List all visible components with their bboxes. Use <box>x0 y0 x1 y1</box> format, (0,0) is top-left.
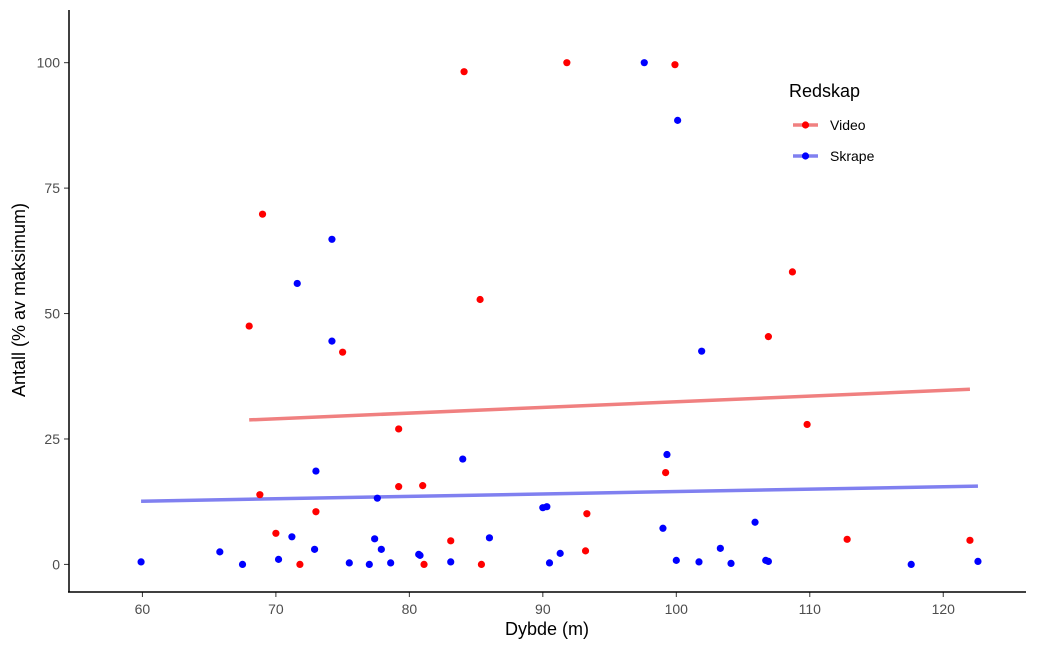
y-tick-label: 75 <box>44 180 60 196</box>
point-video <box>662 468 670 477</box>
point-video <box>272 529 280 537</box>
legend-label-skrape: Skrape <box>830 148 875 164</box>
point-skrape <box>310 545 319 553</box>
point-skrape <box>556 549 564 557</box>
point-skrape <box>377 545 385 553</box>
point-video <box>395 483 403 491</box>
point-skrape <box>716 544 724 552</box>
point-video <box>419 482 427 490</box>
point-video <box>803 420 811 429</box>
point-video <box>395 425 403 433</box>
point-video <box>460 68 468 76</box>
point-video <box>339 348 347 356</box>
point-skrape <box>485 534 494 542</box>
legend-title: Redskap <box>789 81 860 101</box>
point-skrape <box>974 557 982 565</box>
point-skrape <box>543 503 551 511</box>
legend: Redskap Video Skrape <box>789 81 875 164</box>
x-tick-label: 60 <box>135 601 151 617</box>
point-skrape <box>328 337 336 345</box>
point-skrape <box>328 235 336 243</box>
y-tick-label: 0 <box>52 556 60 572</box>
point-skrape <box>727 559 735 568</box>
point-video <box>312 508 320 516</box>
x-tick-label: 70 <box>268 601 284 617</box>
y-tick-label: 25 <box>44 431 60 447</box>
point-video <box>296 560 304 569</box>
point-video <box>671 61 679 69</box>
point-skrape <box>345 559 353 567</box>
point-video <box>563 59 571 67</box>
point-skrape <box>312 467 320 475</box>
point-skrape <box>659 524 667 532</box>
point-video <box>447 537 455 545</box>
y-tick-label: 100 <box>37 55 61 71</box>
trend-line-skrape <box>141 484 978 503</box>
point-skrape <box>365 560 373 569</box>
point-skrape <box>751 518 759 526</box>
point-skrape <box>373 494 381 502</box>
point-skrape <box>672 556 680 564</box>
point-video <box>966 536 974 544</box>
point-skrape <box>459 455 467 463</box>
legend-key-point <box>801 121 810 129</box>
point-skrape <box>274 555 283 563</box>
x-tick-label: 100 <box>665 601 689 617</box>
point-skrape <box>371 535 379 543</box>
y-tick-label: 50 <box>44 306 60 322</box>
trend-line-video <box>249 387 971 422</box>
x-tick-label: 110 <box>799 601 822 617</box>
point-skrape <box>695 558 703 566</box>
x-axis-title: Dybde (m) <box>505 619 589 639</box>
point-skrape <box>137 558 145 566</box>
x-tick-label: 90 <box>535 601 551 617</box>
legend-label-video: Video <box>830 117 866 133</box>
point-video <box>477 560 486 569</box>
x-tick-label: 80 <box>402 601 418 617</box>
point-skrape <box>545 559 554 567</box>
point-video <box>258 210 267 218</box>
point-skrape <box>447 558 455 566</box>
legend-key-point <box>801 152 810 160</box>
point-skrape <box>387 559 395 567</box>
point-skrape <box>640 59 648 67</box>
y-axis-ticks: 0 25 50 75 100 <box>37 55 69 572</box>
point-video <box>764 333 772 341</box>
point-video <box>583 510 591 518</box>
point-video <box>245 322 253 330</box>
point-video <box>788 268 797 276</box>
point-skrape <box>663 450 671 459</box>
data-points <box>137 59 982 569</box>
point-skrape <box>293 279 301 288</box>
point-video <box>256 491 264 499</box>
legend-items: Video Skrape <box>793 117 875 164</box>
point-video <box>843 535 851 543</box>
x-axis-ticks: 60 70 80 90 100 110 120 <box>135 592 956 617</box>
point-skrape <box>416 551 424 559</box>
point-skrape <box>216 548 224 556</box>
point-skrape <box>907 560 915 569</box>
point-video <box>476 295 484 304</box>
point-skrape <box>764 557 772 565</box>
y-axis-title: Antall (% av maksimum) <box>9 203 29 397</box>
trend-lines <box>141 387 978 503</box>
point-skrape <box>674 116 682 124</box>
point-skrape <box>238 560 247 569</box>
point-video <box>581 547 590 555</box>
point-video <box>420 560 428 569</box>
point-skrape <box>698 347 706 355</box>
point-skrape <box>288 533 296 541</box>
x-tick-label: 120 <box>932 601 956 617</box>
